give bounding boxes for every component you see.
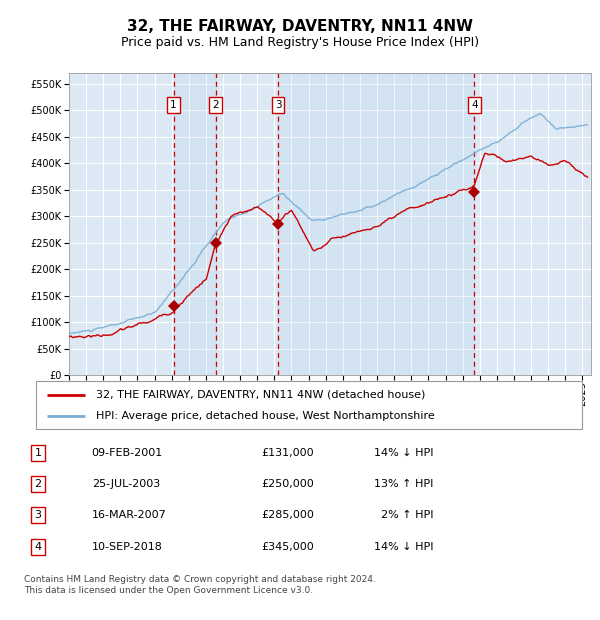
Bar	[278, 73, 475, 375]
Text: 09-FEB-2001: 09-FEB-2001	[92, 448, 163, 458]
Text: 32, THE FAIRWAY, DAVENTRY, NN11 4NW: 32, THE FAIRWAY, DAVENTRY, NN11 4NW	[127, 19, 473, 33]
Text: 4: 4	[35, 542, 41, 552]
Text: 3: 3	[275, 100, 281, 110]
Text: 13% ↑ HPI: 13% ↑ HPI	[374, 479, 433, 489]
Text: HPI: Average price, detached house, West Northamptonshire: HPI: Average price, detached house, West…	[96, 410, 435, 421]
Text: 1: 1	[170, 100, 177, 110]
Text: £345,000: £345,000	[261, 542, 314, 552]
Text: 2: 2	[212, 100, 219, 110]
Text: 3: 3	[35, 510, 41, 520]
FancyBboxPatch shape	[36, 381, 582, 429]
Text: 14% ↓ HPI: 14% ↓ HPI	[374, 448, 433, 458]
Text: 4: 4	[471, 100, 478, 110]
Text: 25-JUL-2003: 25-JUL-2003	[92, 479, 160, 489]
Text: Contains HM Land Registry data © Crown copyright and database right 2024.
This d: Contains HM Land Registry data © Crown c…	[24, 575, 376, 595]
Text: 1: 1	[35, 448, 41, 458]
Text: 2: 2	[35, 479, 41, 489]
Bar	[173, 73, 215, 375]
Text: 32, THE FAIRWAY, DAVENTRY, NN11 4NW (detached house): 32, THE FAIRWAY, DAVENTRY, NN11 4NW (det…	[96, 389, 425, 400]
Text: £250,000: £250,000	[261, 479, 314, 489]
Text: 2% ↑ HPI: 2% ↑ HPI	[374, 510, 433, 520]
Text: 10-SEP-2018: 10-SEP-2018	[92, 542, 163, 552]
Text: 14% ↓ HPI: 14% ↓ HPI	[374, 542, 433, 552]
Text: 16-MAR-2007: 16-MAR-2007	[92, 510, 166, 520]
Text: £131,000: £131,000	[261, 448, 314, 458]
Text: Price paid vs. HM Land Registry's House Price Index (HPI): Price paid vs. HM Land Registry's House …	[121, 36, 479, 48]
Text: £285,000: £285,000	[261, 510, 314, 520]
